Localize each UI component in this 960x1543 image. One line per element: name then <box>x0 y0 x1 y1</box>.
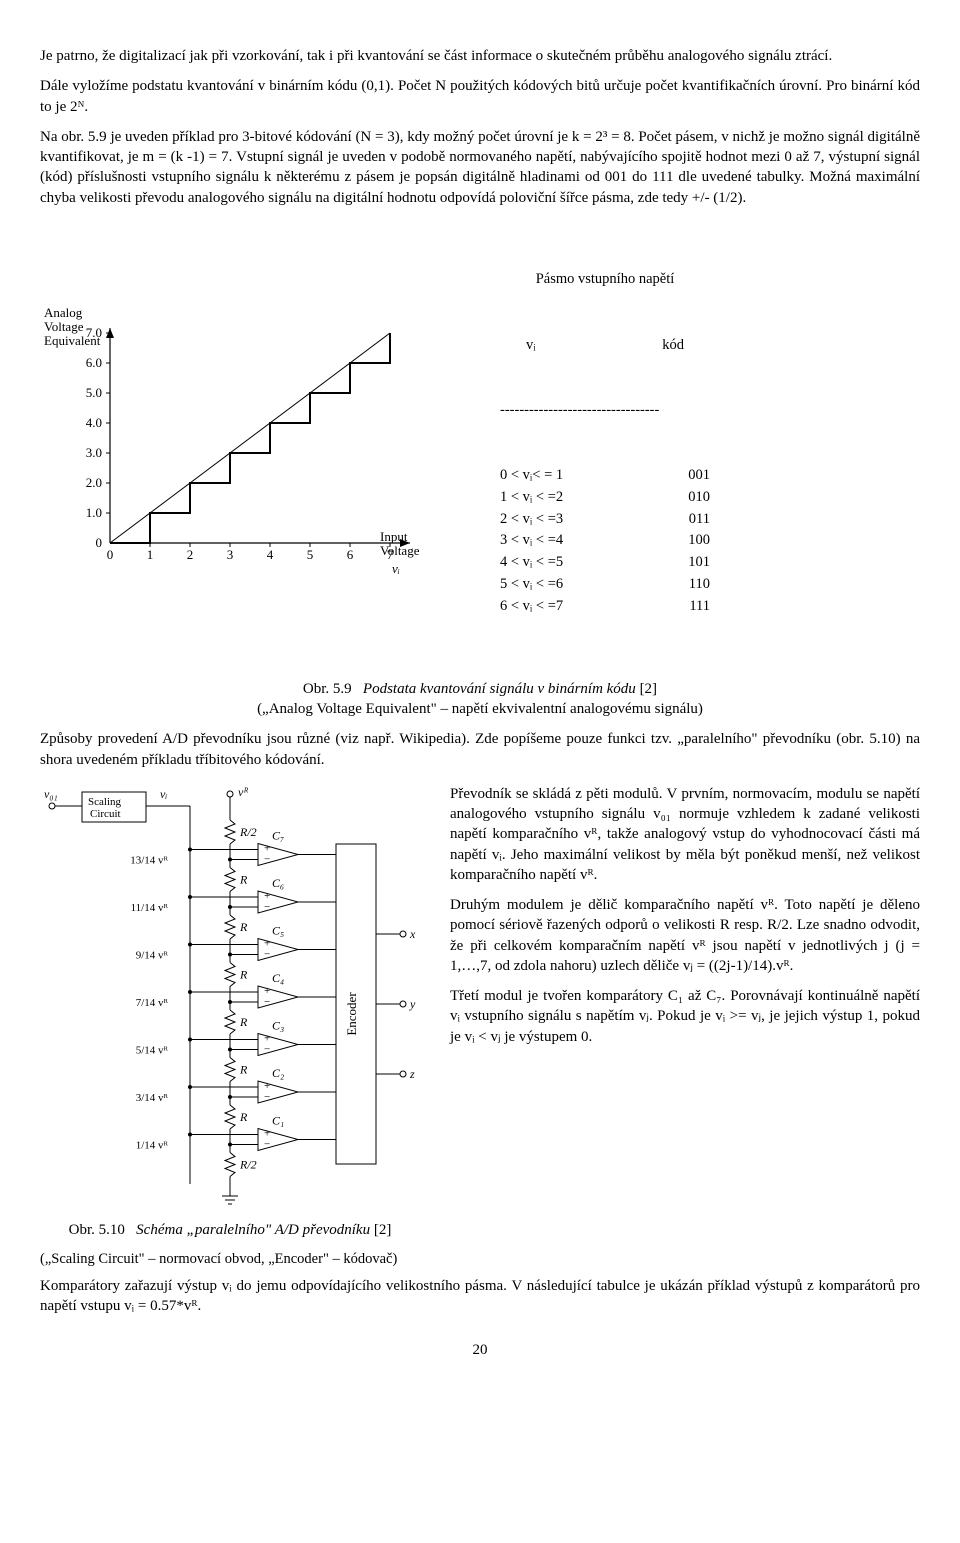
table-header: Pásmo vstupního napětí <box>500 269 710 291</box>
svg-text:3/14 vᴿ: 3/14 vᴿ <box>136 1092 169 1104</box>
svg-text:C₆: C₆ <box>272 876 284 890</box>
svg-text:R: R <box>239 1062 248 1076</box>
svg-text:1: 1 <box>147 547 154 562</box>
y-axis-title: Voltage <box>44 319 84 334</box>
svg-text:−: − <box>264 853 270 865</box>
fig510-schematic: v₀₁ Scaling Circuit vᵢ vᴿ R/2 R R R R R R R/2 <box>40 784 420 1214</box>
table-row: 0 < vᵢ< = 1001 <box>500 465 710 487</box>
svg-text:5: 5 <box>307 547 314 562</box>
svg-text:R: R <box>239 1110 248 1124</box>
figure-5-9-caption: Obr. 5.9 Podstata kvantování signálu v b… <box>40 679 920 720</box>
svg-text:−: − <box>264 948 270 960</box>
page-number: 20 <box>40 1340 920 1360</box>
svg-text:C₅: C₅ <box>272 923 284 937</box>
svg-text:2: 2 <box>187 547 194 562</box>
svg-text:−: − <box>264 901 270 913</box>
svg-text:3.0: 3.0 <box>86 445 102 460</box>
fig-subtitle: („Scaling Circuit" – normovací obvod, „E… <box>40 1250 420 1270</box>
table-row: 6 < vᵢ < =7111 <box>500 596 710 618</box>
table-col2: kód <box>662 335 684 357</box>
svg-text:C₄: C₄ <box>272 971 284 985</box>
svg-text:4.0: 4.0 <box>86 415 102 430</box>
svg-text:y: y <box>409 997 416 1011</box>
svg-text:13/14 vᴿ: 13/14 vᴿ <box>130 854 168 866</box>
fig-number: Obr. 5.10 <box>69 1222 125 1238</box>
svg-text:R/2: R/2 <box>239 825 257 839</box>
table-row: 1 < vᵢ < =2010 <box>500 487 710 509</box>
svg-text:R: R <box>239 872 248 886</box>
svg-text:C₃: C₃ <box>272 1018 284 1032</box>
fig-subtitle: („Analog Voltage Equivalent" – napětí ek… <box>257 701 703 717</box>
fig-ref: [2] <box>374 1222 392 1238</box>
svg-text:−: − <box>264 996 270 1008</box>
svg-text:11/14 vᴿ: 11/14 vᴿ <box>131 902 169 914</box>
svg-text:2.0: 2.0 <box>86 475 102 490</box>
table-row: 3 < vᵢ < =4100 <box>500 530 710 552</box>
table-row: 5 < vᵢ < =6110 <box>500 574 710 596</box>
svg-text:0: 0 <box>96 535 103 550</box>
svg-text:6.0: 6.0 <box>86 355 102 370</box>
svg-text:vᵢ: vᵢ <box>160 787 167 801</box>
paragraph: Druhým modulem je dělič komparačního nap… <box>450 895 920 976</box>
fig-ref: [2] <box>640 681 658 697</box>
svg-text:−: − <box>264 1043 270 1055</box>
x-axis-title: Voltage <box>380 543 420 558</box>
paragraph: Převodník se skládá z pěti modulů. V prv… <box>450 784 920 885</box>
svg-text:z: z <box>409 1067 415 1081</box>
svg-text:1/14 vᴿ: 1/14 vᴿ <box>136 1139 169 1151</box>
table-divider: --------------------------------- <box>500 400 710 422</box>
svg-text:C₇: C₇ <box>272 828 284 842</box>
x-axis-var: vᵢ <box>392 561 400 576</box>
svg-text:R: R <box>239 920 248 934</box>
figure-5-9-container: Analog Voltage Equivalent 0 1.0 2.0 3.0 … <box>40 226 920 661</box>
y-axis-title: Analog <box>44 305 83 320</box>
svg-text:7/14 vᴿ: 7/14 vᴿ <box>136 997 169 1009</box>
fig-title: Podstata kvantování signálu v binárním k… <box>363 681 636 697</box>
svg-text:x: x <box>409 927 416 941</box>
paragraph: Dále vyložíme podstatu kvantování v biná… <box>40 76 920 117</box>
fig-title: Schéma „paralelního" A/D převodníku <box>136 1222 370 1238</box>
svg-text:R: R <box>239 1015 248 1029</box>
svg-text:7.0: 7.0 <box>86 325 102 340</box>
svg-text:R/2: R/2 <box>239 1157 257 1171</box>
svg-text:5/14 vᴿ: 5/14 vᴿ <box>136 1044 169 1056</box>
paragraph: Způsoby provedení A/D převodníku jsou rů… <box>40 729 920 770</box>
svg-text:Scaling: Scaling <box>88 796 121 808</box>
svg-text:Encoder: Encoder <box>344 991 359 1035</box>
paragraph: Komparátory zařazují výstup vᵢ do jemu o… <box>40 1276 920 1317</box>
svg-text:5.0: 5.0 <box>86 385 102 400</box>
svg-text:Circuit: Circuit <box>90 808 121 820</box>
svg-text:R: R <box>239 967 248 981</box>
paragraph: Je patrno, že digitalizací jak při vzork… <box>40 46 920 66</box>
paragraph: Třetí modul je tvořen komparátory C₁ až … <box>450 986 920 1047</box>
svg-text:1.0: 1.0 <box>86 505 102 520</box>
svg-text:6: 6 <box>347 547 354 562</box>
x-axis-title: Input <box>380 529 408 544</box>
voltage-range-table: Pásmo vstupního napětí vᵢ kód ----------… <box>500 226 710 661</box>
table-row: 2 < vᵢ < =3011 <box>500 509 710 531</box>
svg-text:3: 3 <box>227 547 234 562</box>
svg-text:−: − <box>264 1091 270 1103</box>
svg-text:v₀₁: v₀₁ <box>44 787 58 801</box>
svg-text:vᴿ: vᴿ <box>238 785 249 799</box>
fig59-chart: Analog Voltage Equivalent 0 1.0 2.0 3.0 … <box>40 303 440 583</box>
fig-number: Obr. 5.9 <box>303 681 352 697</box>
paragraph: Na obr. 5.9 je uveden příklad pro 3-bito… <box>40 127 920 208</box>
svg-text:C₂: C₂ <box>272 1066 284 1080</box>
table-row: 4 < vᵢ < =5101 <box>500 552 710 574</box>
svg-text:C₁: C₁ <box>272 1113 284 1127</box>
svg-text:−: − <box>264 1138 270 1150</box>
svg-text:4: 4 <box>267 547 274 562</box>
table-col1: vᵢ <box>526 335 536 357</box>
figure-5-10-caption: Obr. 5.10 Schéma „paralelního" A/D převo… <box>40 1220 420 1240</box>
svg-text:9/14 vᴿ: 9/14 vᴿ <box>136 949 169 961</box>
svg-text:0: 0 <box>107 547 114 562</box>
